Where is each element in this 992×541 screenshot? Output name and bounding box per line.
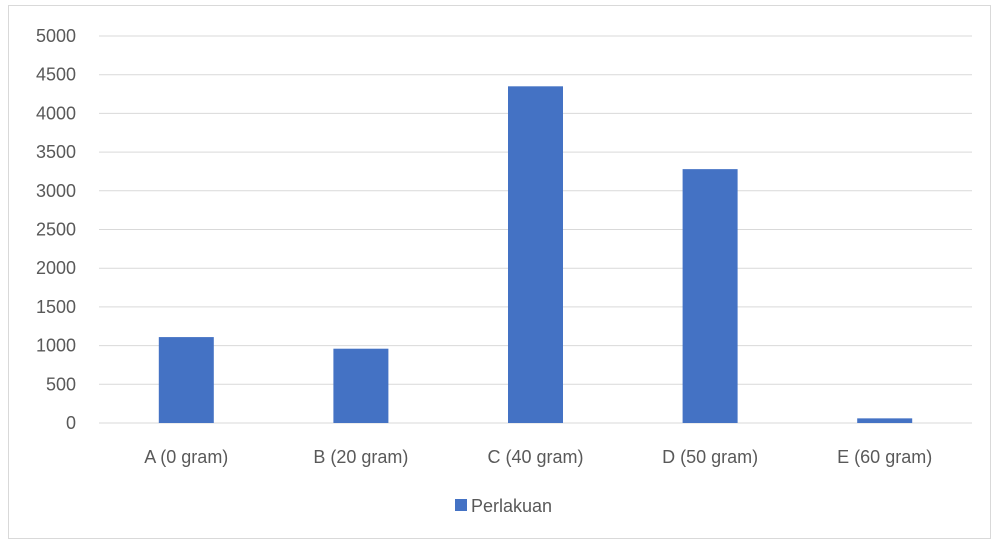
x-tick-label: A (0 gram): [144, 447, 228, 467]
x-tick-label: E (60 gram): [837, 447, 932, 467]
bars: [158, 86, 913, 423]
y-tick-label: 1500: [36, 297, 76, 317]
x-tick-label: B (20 gram): [313, 447, 408, 467]
y-tick-label: 5000: [36, 26, 76, 46]
bar-4: [682, 169, 738, 423]
bar-3: [508, 86, 563, 423]
y-tick-label: 1000: [36, 336, 76, 356]
y-tick-label: 4500: [36, 65, 76, 85]
x-axis-tick-labels: A (0 gram) B (20 gram) C (40 gram) D (50 gr…: [144, 447, 932, 467]
y-tick-label: 0: [66, 413, 76, 433]
legend-label: Perlakuan: [471, 496, 552, 516]
bar-2: [333, 348, 389, 423]
y-tick-label: 500: [46, 374, 76, 394]
bar-1: [158, 337, 214, 423]
y-tick-label: 2500: [36, 220, 76, 240]
y-tick-label: 2000: [36, 258, 76, 278]
legend-swatch: [455, 499, 467, 511]
y-tick-label: 3500: [36, 142, 76, 162]
y-tick-label: 4000: [36, 103, 76, 123]
x-tick-label: D (50 gram): [662, 447, 758, 467]
bar-5: [857, 418, 913, 423]
chart-frame: [8, 5, 991, 539]
y-axis-tick-labels: 0 500 1000 1500 2000 2500 3000 3500 4000 4500 5000: [36, 26, 76, 433]
y-tick-label: 3000: [36, 181, 76, 201]
legend: Perlakuan: [455, 496, 552, 516]
x-tick-label: C (40 gram): [487, 447, 583, 467]
